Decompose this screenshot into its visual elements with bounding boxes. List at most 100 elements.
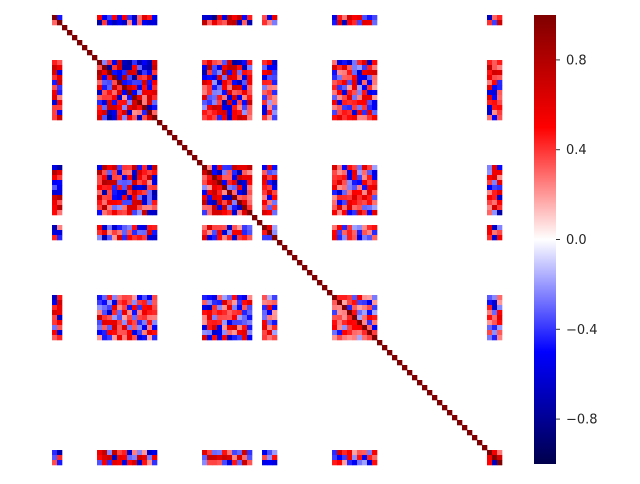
heatmap-cell (217, 195, 223, 201)
heatmap-cell (267, 20, 273, 26)
heatmap-cell (127, 110, 133, 116)
heatmap-cell (207, 85, 213, 91)
heatmap-cell (332, 325, 338, 331)
heatmap-cell (107, 105, 113, 111)
heatmap-cell (492, 65, 498, 71)
heatmap-cell (332, 310, 338, 316)
heatmap-cell (247, 315, 253, 321)
heatmap-cell (217, 225, 223, 231)
heatmap-cell (362, 65, 368, 71)
heatmap-cell (152, 300, 158, 306)
heatmap-cell (492, 60, 498, 66)
heatmap-cell (487, 60, 493, 66)
heatmap-cell (237, 205, 243, 211)
heatmap-cell (332, 205, 338, 211)
heatmap-cell (202, 105, 208, 111)
heatmap-cell (497, 305, 503, 311)
heatmap-cell (52, 95, 58, 101)
heatmap-cell (232, 320, 238, 326)
heatmap-cell (497, 295, 503, 301)
heatmap-cell (497, 90, 503, 96)
heatmap-cell (347, 95, 353, 101)
heatmap-cell (352, 235, 358, 241)
heatmap-cell (232, 225, 238, 231)
heatmap-cell (122, 305, 128, 311)
heatmap-cell (147, 235, 153, 241)
heatmap-cell (267, 235, 273, 241)
heatmap-cell (267, 455, 273, 461)
heatmap-cell (132, 325, 138, 331)
heatmap-cell (487, 460, 493, 466)
heatmap-cell (367, 105, 373, 111)
heatmap-cell (202, 230, 208, 236)
heatmap-cell (222, 225, 228, 231)
heatmap-cell (232, 205, 238, 211)
heatmap-cell (112, 70, 118, 76)
heatmap-cell (137, 310, 143, 316)
heatmap-cell (367, 100, 373, 106)
heatmap-cell (217, 450, 223, 456)
heatmap-cell (117, 335, 123, 341)
heatmap-cell (272, 105, 278, 111)
heatmap-cell (247, 235, 253, 241)
heatmap-cell (212, 60, 218, 66)
heatmap-cell (102, 305, 108, 311)
heatmap-cell (117, 70, 123, 76)
heatmap-cell (137, 60, 143, 66)
heatmap-cell (222, 90, 228, 96)
heatmap-cell (52, 185, 58, 191)
heatmap-cell (357, 300, 363, 306)
heatmap-cell (337, 450, 343, 456)
heatmap-cell (337, 205, 343, 211)
heatmap-cell (242, 105, 248, 111)
heatmap-cell (372, 100, 378, 106)
heatmap-cell (362, 20, 368, 26)
heatmap-cell (107, 200, 113, 206)
heatmap-cell (127, 325, 133, 331)
heatmap-cell (227, 95, 233, 101)
heatmap-cell (227, 200, 233, 206)
heatmap-cell (497, 225, 503, 231)
heatmap-cell (487, 175, 493, 181)
heatmap-cell (52, 60, 58, 66)
heatmap-cell (232, 20, 238, 26)
heatmap-cell (347, 175, 353, 181)
heatmap-cell (107, 80, 113, 86)
heatmap-cell (487, 325, 493, 331)
heatmap-cell (227, 455, 233, 461)
heatmap-cell (247, 310, 253, 316)
heatmap-cell (97, 315, 103, 321)
heatmap-cell (152, 60, 158, 66)
heatmap-cell (142, 180, 148, 186)
heatmap-cell (102, 235, 108, 241)
heatmap-cell (372, 170, 378, 176)
heatmap-cell (332, 80, 338, 86)
heatmap-cell (152, 100, 158, 106)
heatmap-cell (362, 310, 368, 316)
heatmap-cell (217, 20, 223, 26)
heatmap-cell (262, 70, 268, 76)
heatmap-cell (142, 210, 148, 216)
heatmap-cell (497, 310, 503, 316)
heatmap-cell (352, 200, 358, 206)
heatmap-cell (497, 85, 503, 91)
heatmap-cell (342, 195, 348, 201)
heatmap-cell (202, 170, 208, 176)
heatmap-cell (337, 110, 343, 116)
heatmap-cell (142, 90, 148, 96)
heatmap-cell (237, 460, 243, 466)
heatmap-cell (232, 200, 238, 206)
heatmap-cell (217, 315, 223, 321)
heatmap-cell (52, 195, 58, 201)
heatmap-cell (137, 210, 143, 216)
heatmap-cell (367, 85, 373, 91)
heatmap-cell (142, 200, 148, 206)
heatmap-cell (342, 70, 348, 76)
heatmap-cell (117, 195, 123, 201)
heatmap-cell (227, 335, 233, 341)
heatmap-cell (357, 70, 363, 76)
heatmap-cell (357, 330, 363, 336)
heatmap-cell (357, 75, 363, 81)
heatmap-cell (352, 90, 358, 96)
heatmap-cell (367, 295, 373, 301)
